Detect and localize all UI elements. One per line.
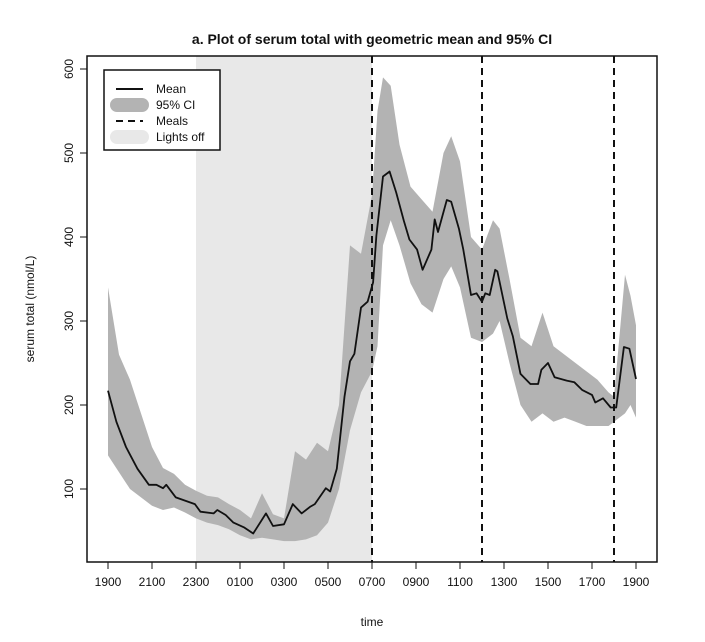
x-tick-label: 0300 [271, 575, 298, 589]
legend-meals-label: Meals [156, 114, 188, 128]
y-tick-label: 100 [62, 479, 76, 499]
plot-area: 1900 2100 2300 0100 0300 0500 0700 0900 1100 1300… [62, 55, 658, 589]
x-axis-label: time [361, 615, 384, 629]
legend-mean-label: Mean [156, 82, 186, 96]
x-tick-label: 0700 [359, 575, 386, 589]
y-tick-label: 300 [62, 311, 76, 331]
x-tick-label: 1300 [491, 575, 518, 589]
x-tick-label: 1900 [95, 575, 122, 589]
y-axis-label: serum total (nmol/L) [23, 256, 37, 363]
y-tick-label: 200 [62, 395, 76, 415]
legend-lights-off-swatch [110, 130, 149, 144]
x-tick-label: 1700 [579, 575, 606, 589]
chart-title: a. Plot of serum total with geometric me… [192, 31, 552, 47]
legend: Mean 95% CI Meals Lights off [103, 69, 221, 151]
legend-ci-label: 95% CI [156, 98, 195, 112]
x-tick-label: 2100 [139, 575, 166, 589]
x-tick-label: 0100 [227, 575, 254, 589]
x-tick-label: 1100 [447, 575, 473, 589]
mean-line [107, 170, 637, 535]
lights-off-region [196, 56, 372, 562]
y-tick-label: 500 [62, 143, 76, 163]
x-tick-label: 0500 [315, 575, 342, 589]
x-tick-label: 1900 [623, 575, 650, 589]
x-tick-label: 1500 [535, 575, 562, 589]
y-tick-label: 600 [62, 59, 76, 79]
x-tick-label: 0900 [403, 575, 430, 589]
legend-ci-swatch [110, 98, 149, 112]
legend-lights-off-label: Lights off [156, 130, 205, 144]
y-tick-label: 400 [62, 227, 76, 247]
x-tick-label: 2300 [183, 575, 210, 589]
